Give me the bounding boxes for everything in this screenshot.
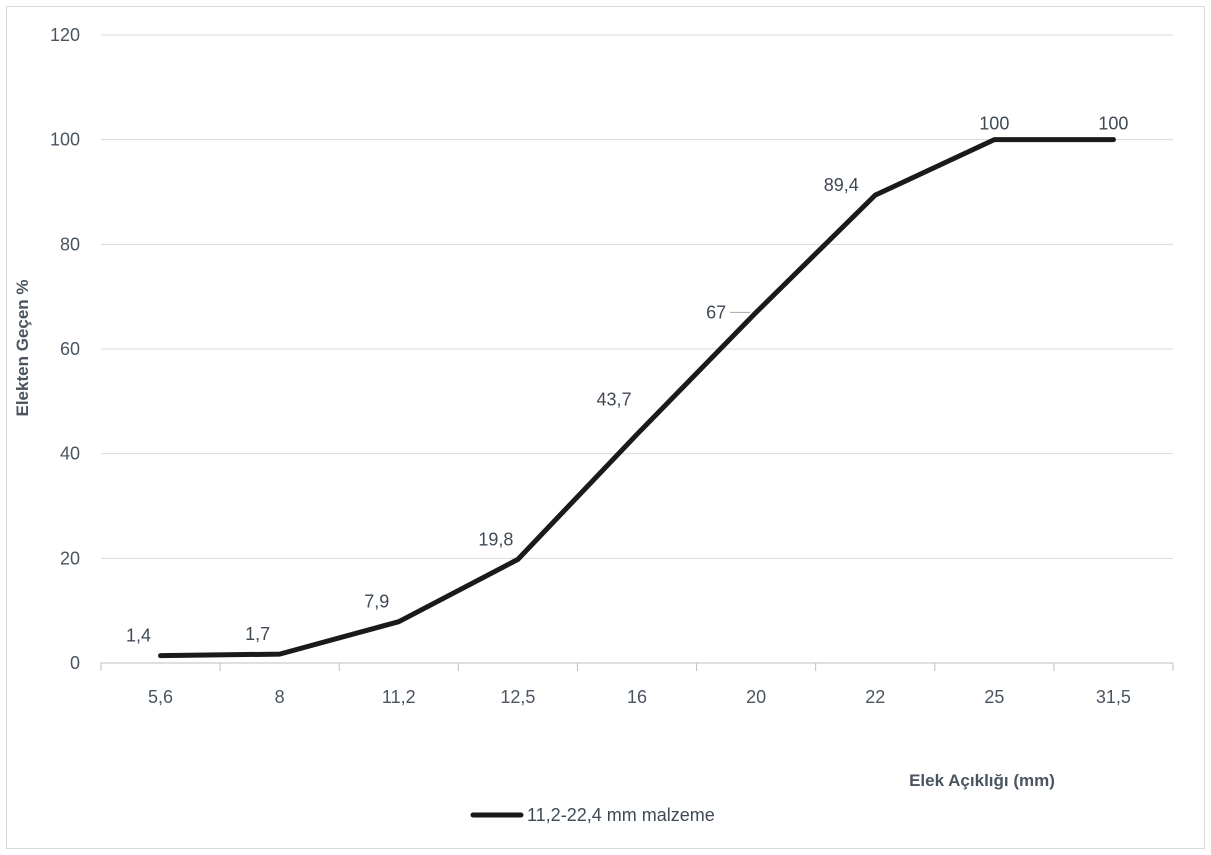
data-label: 100 xyxy=(1098,114,1128,134)
x-tick-label: 25 xyxy=(984,687,1004,707)
data-label: 1,7 xyxy=(245,624,270,644)
x-tick-label: 16 xyxy=(627,687,647,707)
x-tick-label: 12,5 xyxy=(500,687,535,707)
data-label: 89,4 xyxy=(824,175,859,195)
x-tick-label: 20 xyxy=(746,687,766,707)
data-label: 1,4 xyxy=(126,626,151,646)
data-label: 43,7 xyxy=(596,389,631,409)
data-labels: 1,4 1,7 7,9 19,8 43,7 67 89,4 100 100 xyxy=(126,114,1128,646)
data-label: 67 xyxy=(706,302,726,322)
y-axis-title: Elekten Geçen % xyxy=(13,279,32,416)
series-line xyxy=(158,137,1116,659)
y-tick-label: 60 xyxy=(60,339,80,359)
x-tick-label: 5,6 xyxy=(148,687,173,707)
y-tick-label: 120 xyxy=(50,25,80,45)
series-layer xyxy=(158,137,1116,659)
y-tick-label: 20 xyxy=(60,548,80,568)
y-tick-label: 40 xyxy=(60,444,80,464)
y-tick-label: 0 xyxy=(70,653,80,673)
gridlines xyxy=(101,34,1173,559)
legend: 11,2-22,4 mm malzeme xyxy=(470,805,715,825)
data-label: 100 xyxy=(979,114,1009,134)
legend-label: 11,2-22,4 mm malzeme xyxy=(527,805,715,825)
y-tick-label: 100 xyxy=(50,130,80,150)
chart-frame xyxy=(6,6,1205,849)
data-label: 19,8 xyxy=(478,529,513,549)
x-axis: 5,6 8 11,2 12,5 16 20 22 25 31,5 xyxy=(100,662,1174,707)
x-tick-label: 8 xyxy=(275,687,285,707)
y-axis-ticks: 0 20 40 60 80 100 120 xyxy=(50,25,80,673)
y-tick-label: 80 xyxy=(60,234,80,254)
x-tick-label: 22 xyxy=(865,687,885,707)
x-axis-title: Elek Açıklığı (mm) xyxy=(909,771,1055,790)
data-label: 7,9 xyxy=(364,592,389,612)
x-tick-label: 31,5 xyxy=(1096,687,1131,707)
x-tick-label: 11,2 xyxy=(382,687,416,707)
